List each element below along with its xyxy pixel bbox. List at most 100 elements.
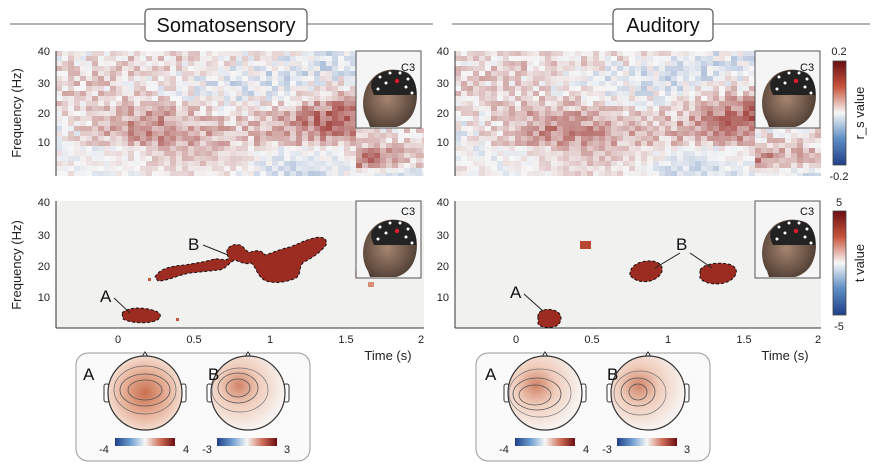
heatmap-cell (707, 51, 714, 57)
heatmap-cell (200, 106, 207, 112)
heatmap-cell (68, 101, 75, 107)
heatmap-cell (701, 76, 708, 82)
heatmap-cell (557, 161, 564, 167)
heatmap-cell (599, 151, 606, 157)
heatmap-cell (689, 51, 696, 57)
heatmap-cell (242, 51, 249, 57)
heatmap-cell (110, 76, 117, 82)
heatmap-cell (689, 131, 696, 137)
heatmap-cell (593, 96, 600, 102)
heatmap-cell (104, 111, 111, 117)
heatmap-cell (260, 56, 267, 62)
heatmap-cell (296, 86, 303, 92)
heatmap-cell (356, 143, 363, 149)
heatmap-cell (260, 141, 267, 147)
heatmap-cell (623, 96, 630, 102)
heatmap-cell (473, 96, 480, 102)
heatmap-cell (467, 171, 474, 176)
heatmap-cell (368, 163, 375, 169)
heatmap-cell (593, 111, 600, 117)
heatmap-cell (641, 166, 648, 172)
heatmap-cell (398, 143, 405, 149)
heatmap-cell (152, 51, 159, 57)
heatmap-cell (308, 61, 315, 67)
heatmap-cell (98, 81, 105, 87)
heatmap-cell (212, 71, 219, 77)
heatmap-cell (653, 101, 660, 107)
ytick-20: 20 (437, 261, 449, 273)
heatmap-cell (224, 116, 231, 122)
heatmap-cell (62, 121, 69, 127)
heatmap-cell (122, 131, 129, 137)
heatmap-cell (206, 141, 213, 147)
heatmap-cell (659, 61, 666, 67)
heatmap-cell (56, 66, 63, 72)
heatmap-cell (539, 56, 546, 62)
heatmap-cell (86, 51, 93, 57)
heatmap-cell (56, 76, 63, 82)
heatmap-cell (713, 146, 720, 152)
heatmap-cell (176, 81, 183, 87)
heatmap-cell (479, 56, 486, 62)
heatmap-cell (689, 166, 696, 172)
heatmap-cell (707, 101, 714, 107)
heatmap-cell (749, 76, 756, 82)
heatmap-cell (779, 128, 786, 134)
heatmap-cell (176, 156, 183, 162)
heatmap-cell (701, 141, 708, 147)
cluster-label-B: B (188, 235, 199, 254)
heatmap-cell (623, 101, 630, 107)
heatmap-cell (569, 116, 576, 122)
heatmap-cell (146, 51, 153, 57)
heatmap-cell (80, 51, 87, 57)
heatmap-cell (116, 106, 123, 112)
heatmap-cell (110, 71, 117, 77)
heatmap-cell (74, 106, 81, 112)
heatmap-cell (182, 101, 189, 107)
heatmap-cell (587, 141, 594, 147)
heatmap-cell (224, 71, 231, 77)
heatmap-cell (749, 141, 756, 147)
heatmap-cell (461, 166, 468, 172)
heatmap-cell (338, 61, 345, 67)
heatmap-cell (218, 141, 225, 147)
electrode-label: C3 (401, 206, 415, 218)
heatmap-cell (296, 141, 303, 147)
heatmap-cell (611, 71, 618, 77)
heatmap-cell (641, 131, 648, 137)
heatmap-cell (689, 76, 696, 82)
heatmap-cell (635, 131, 642, 137)
heatmap-cell (230, 106, 237, 112)
heatmap-cell (152, 151, 159, 157)
heatmap-cell (587, 166, 594, 172)
heatmap-cell (485, 106, 492, 112)
heatmap-cell (248, 146, 255, 152)
heatmap-cell (593, 106, 600, 112)
heatmap-cell (230, 61, 237, 67)
heatmap-cell (461, 56, 468, 62)
heatmap-cell (86, 66, 93, 72)
heatmap-cell (128, 86, 135, 92)
heatmap-cell (350, 161, 357, 167)
heatmap-cell (707, 141, 714, 147)
heatmap-cell (743, 91, 750, 97)
heatmap-cell (278, 96, 285, 102)
heatmap-cell (308, 111, 315, 117)
heatmap-cell (140, 116, 147, 122)
heatmap-cell (212, 121, 219, 127)
heatmap-cell (230, 141, 237, 147)
heatmap-cell (326, 71, 333, 77)
heatmap-cell (164, 136, 171, 142)
heatmap-cell (749, 166, 756, 172)
heatmap-cell (350, 106, 357, 112)
heatmap-cell (509, 91, 516, 97)
heatmap-cell (785, 133, 792, 139)
heatmap-cell (62, 66, 69, 72)
heatmap-cell (308, 51, 315, 57)
heatmap-cell (200, 81, 207, 87)
heatmap-cell (515, 156, 522, 162)
heatmap-cell (80, 166, 87, 172)
heatmap-cell (422, 158, 424, 164)
heatmap-cell (116, 136, 123, 142)
heatmap-cell (815, 153, 821, 159)
